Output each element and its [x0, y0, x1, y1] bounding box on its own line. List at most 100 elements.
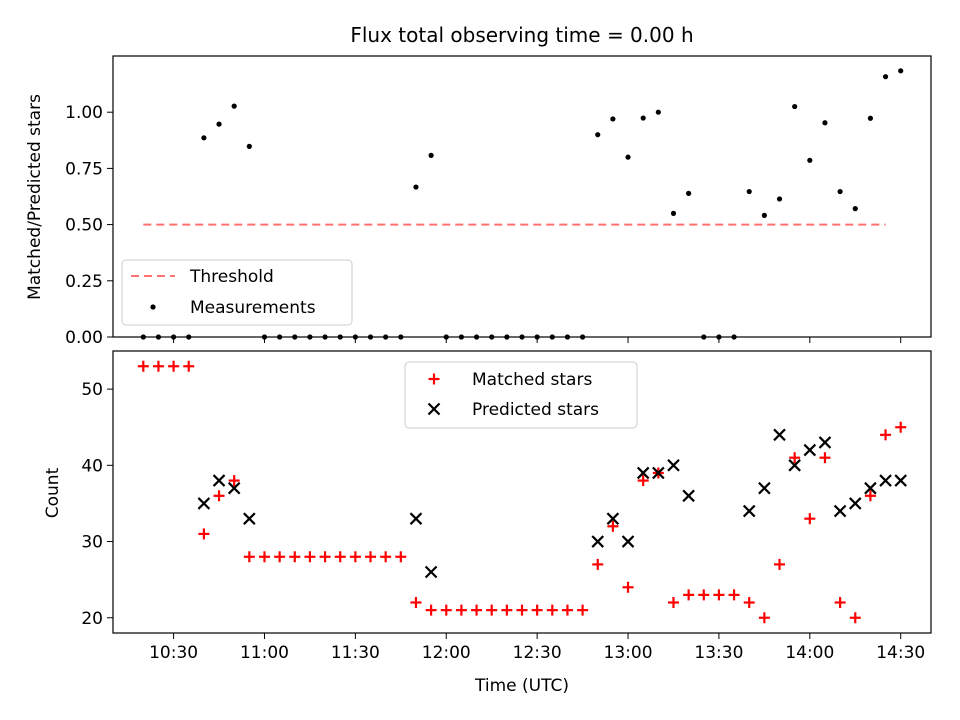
x-tick-label: 13:30	[694, 643, 743, 663]
matched-star-point	[849, 612, 861, 624]
matched-star-point	[365, 551, 377, 563]
matched-star-point	[622, 581, 634, 593]
measurement-point	[216, 121, 222, 127]
top-y-tick-label: 1.00	[65, 103, 103, 123]
top-plot-frame	[112, 55, 932, 338]
predicted-star-point	[197, 497, 211, 510]
matched-star-point	[683, 589, 695, 601]
predicted-star-point	[773, 428, 786, 442]
measurement-point	[898, 68, 904, 74]
measurement-point	[776, 196, 783, 202]
bottom-legend-box	[404, 361, 638, 429]
predicted-star-point	[227, 481, 241, 495]
measurement-point	[761, 212, 767, 218]
matched-star-point	[698, 589, 710, 601]
matched-star-point	[789, 452, 801, 464]
predicted-star-point	[212, 474, 226, 487]
x-tick-label: 12:00	[422, 643, 471, 663]
matched-star-point	[440, 604, 452, 616]
predicted-star-point	[652, 466, 665, 480]
matched-star-point	[758, 612, 770, 624]
measurement-point	[625, 154, 631, 160]
matched-star-point	[380, 551, 392, 563]
measurement-point	[822, 120, 828, 126]
measurement-point	[640, 115, 646, 121]
matched-star-point	[183, 360, 195, 372]
matched-star-point	[455, 604, 467, 616]
predicted-star-point	[758, 481, 771, 495]
predicted-star-point	[636, 466, 650, 480]
matched-star-point	[531, 604, 543, 616]
matched-star-point	[834, 597, 846, 609]
legend-measurements-swatch	[150, 304, 156, 310]
top-y-tick-label: 0.50	[65, 216, 103, 236]
legend-matched-marker	[428, 373, 440, 385]
bottom-y-tick-label: 50	[81, 380, 103, 400]
matched-star-point	[137, 360, 149, 372]
matched-star-point	[349, 551, 361, 563]
matched-star-point	[213, 490, 225, 502]
matched-star-point	[728, 589, 740, 601]
predicted-star-point	[424, 565, 438, 579]
predicted-star-point	[803, 443, 817, 457]
predicted-star-point	[833, 504, 847, 518]
x-tick-label: 14:00	[785, 643, 834, 663]
predicted-star-point	[742, 504, 756, 518]
matched-star-point	[880, 429, 892, 441]
matched-star-point	[243, 551, 255, 563]
predicted-star-point	[682, 489, 695, 503]
matched-star-point	[546, 604, 558, 616]
x-axis-label: Time (UTC)	[474, 676, 569, 696]
matched-star-point	[289, 551, 301, 563]
predicted-star-point	[879, 474, 892, 487]
matched-star-point	[410, 597, 422, 609]
matched-star-point	[319, 551, 331, 563]
matched-star-point	[895, 421, 907, 433]
x-tick-label: 14:30	[876, 643, 925, 663]
x-tick-label: 11:00	[240, 643, 289, 663]
matched-star-point	[395, 551, 407, 563]
legend-matched-swatch	[428, 373, 440, 385]
predicted-star-point	[591, 535, 605, 548]
matched-star-point	[713, 589, 725, 601]
predicted-star-point	[894, 474, 907, 487]
matched-star-point	[228, 475, 240, 487]
matched-star-point	[804, 513, 816, 525]
chart-title: Flux total observing time = 0.00 h	[350, 23, 693, 47]
bottom-y-tick-label: 20	[81, 609, 103, 629]
predicted-star-point	[606, 512, 620, 525]
matched-star-point	[258, 551, 270, 563]
measurement-point	[867, 115, 874, 121]
predicted-star-point	[788, 459, 801, 472]
measurement-point	[413, 184, 419, 190]
matched-star-point	[864, 490, 876, 502]
predicted-star-point	[243, 512, 256, 525]
legend-predicted-marker	[427, 402, 441, 416]
matched-star-point	[592, 558, 604, 570]
matched-star-point	[425, 604, 437, 616]
x-tick-label: 11:30	[331, 643, 380, 663]
legend-matched-label: Matched stars	[472, 370, 592, 390]
measurement-point	[837, 188, 843, 195]
top-y-tick-label: 0.25	[65, 272, 103, 292]
measurement-point	[595, 132, 601, 138]
matched-star-point	[168, 360, 180, 372]
predicted-star-point	[621, 535, 635, 548]
measurement-point	[746, 188, 752, 195]
bottom-plot-frame	[112, 350, 932, 634]
measurement-point	[807, 157, 813, 163]
matched-star-point	[501, 604, 513, 616]
measurement-point	[610, 116, 616, 122]
measurement-point	[686, 190, 692, 196]
matched-star-point	[667, 597, 679, 609]
predicted-star-point	[848, 497, 862, 510]
x-tick-label: 10:30	[149, 643, 198, 663]
matched-star-point	[274, 551, 286, 563]
bottom-legend: Matched stars Predicted stars	[404, 361, 638, 429]
predicted-star-point	[409, 512, 423, 525]
matched-star-point	[819, 452, 831, 464]
matched-star-point	[334, 551, 346, 563]
predicted-star-point	[667, 459, 680, 472]
top-y-tick-label: 0.75	[65, 159, 103, 179]
